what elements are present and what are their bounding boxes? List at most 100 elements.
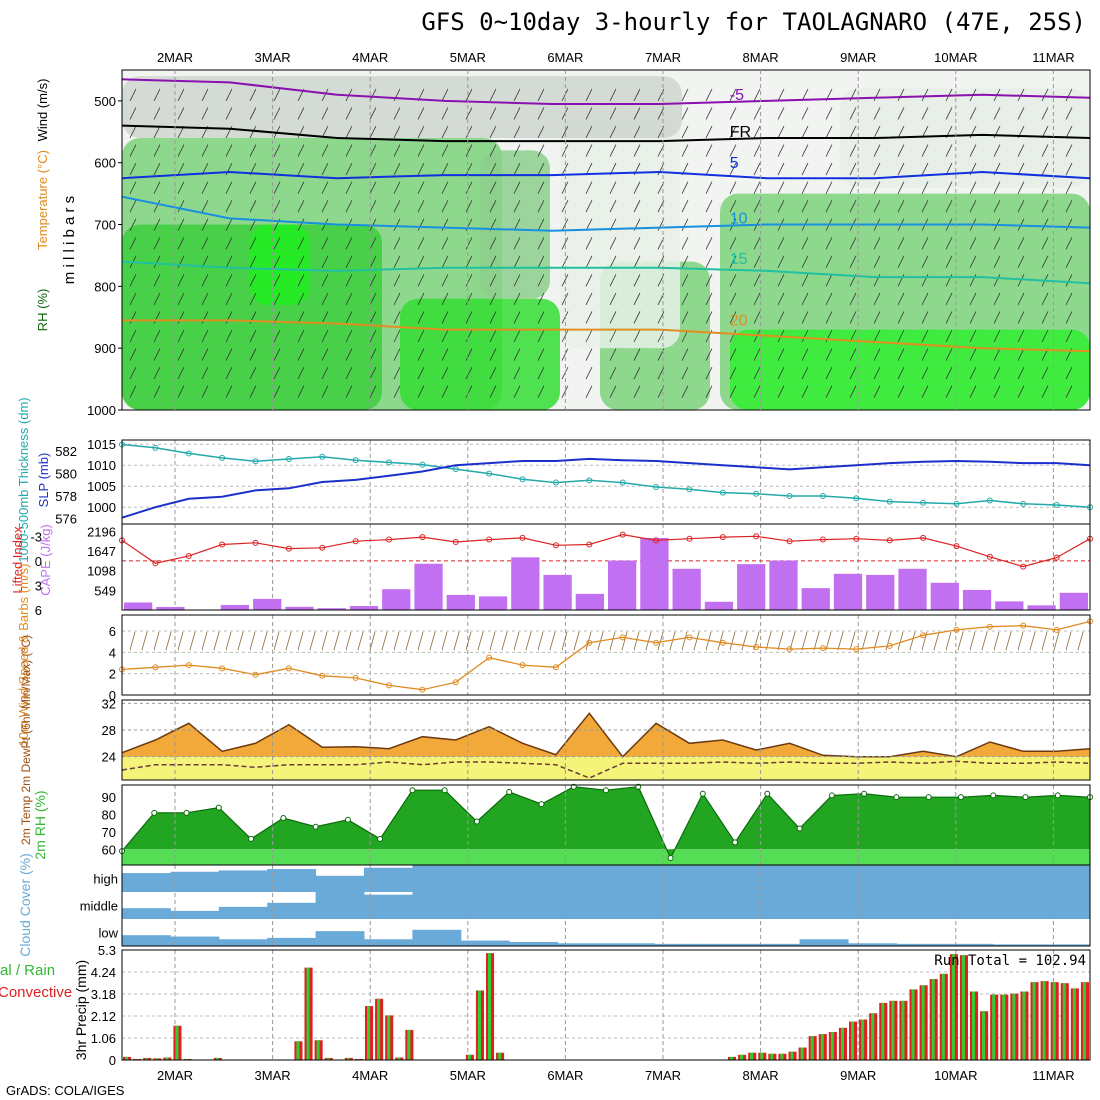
wind-barb [153,162,161,176]
precip-bar-rain [1062,983,1066,1060]
wind10m-barb [357,631,364,651]
wind-barb [609,237,617,250]
precip-bar-rain [407,1029,411,1060]
wind-barb [849,385,857,398]
wind-barb [225,181,233,194]
cloud-frame [121,864,1091,947]
wind-barb [969,329,977,343]
wind-barb [417,366,425,380]
li-point [786,538,793,545]
wind10m-barb [345,631,352,651]
wind-barb [873,200,881,213]
wind-barb [921,200,929,213]
precip-bar-rain [125,1056,129,1060]
cape-bar [414,563,443,610]
wind-barb [489,366,497,380]
wind10m-barb [393,631,400,651]
date-label-top: 9MAR [840,50,876,65]
wind-barb [489,237,497,250]
wind-barb [873,237,881,250]
wind-barb [273,274,281,287]
wind10m-barb [465,631,472,651]
precip-bar-rain [770,1053,774,1060]
wind10m-barb [501,631,508,651]
wind-barb [369,107,377,120]
wind-barb [1041,292,1049,306]
precip-bar-rain [215,1057,219,1060]
wind-barb [225,200,233,213]
wind-barb [537,366,545,380]
wind-barb [1065,218,1073,231]
rh-point [215,804,222,811]
cloud-bar-low [896,943,946,946]
rh-point [764,790,771,797]
wind-barb [873,107,881,120]
wind-barb [921,292,929,306]
wind-barb [345,107,353,120]
precip-bar-rain [145,1057,149,1060]
date-label-bottom: 9MAR [840,1068,876,1083]
wind-barb [393,329,401,343]
wind-barb [321,107,329,120]
wind-barb [321,237,329,250]
wind-barb [609,329,617,343]
wind-barb [537,107,545,120]
wind-ylabel: 10m Wind Speed & Barbs (m/s) [16,564,31,747]
li-point [285,545,292,552]
wind-barb [537,181,545,194]
wind-barb [873,329,881,343]
wind-barb [921,311,929,324]
wind-barb [417,200,425,213]
wind10m-barb [237,631,244,651]
wind-barb [201,144,209,157]
upper-air-frame [121,69,1091,411]
wind-barb [585,292,593,306]
wind-barb [489,88,497,102]
wind-barb [849,255,857,268]
wind-barb [297,329,305,343]
precip-bar-rain [740,1054,744,1060]
wind-barb [681,366,689,380]
wind10m-barb [813,631,820,651]
wind-barb [1041,311,1049,324]
cloud-bar-high [412,865,462,892]
wind-barb [945,237,953,250]
wind-barb [297,218,305,231]
wind-barb [993,311,1001,324]
wind-barb [585,329,593,343]
wind-barb [993,274,1001,287]
wind-barb [633,385,641,398]
precip-tick-label: 5.3 [98,943,116,958]
wind-barb [585,274,593,287]
precip-bar-rain [175,1025,179,1060]
wind-barb [393,311,401,324]
cape-bar [608,560,637,610]
precip-bar-rain [346,1057,350,1060]
wind-barb [753,88,761,102]
wind-barb [777,292,785,306]
wind-barb [537,88,545,102]
thickness-point [1053,501,1060,508]
wind-barb [153,348,161,361]
precip-bar-rain [730,1056,734,1060]
wind-barb [585,366,593,380]
wind-barb [609,366,617,380]
wind-barb [777,200,785,213]
precip-bar-rain [951,954,955,1060]
wind10m-barb [861,631,868,651]
wind-barb [201,348,209,361]
wind-barb [921,181,929,194]
date-label-bottom: 2MAR [157,1068,193,1083]
cloud-bar-high [606,865,655,892]
wind-barb [561,385,569,398]
wind-barb [441,162,449,176]
wind-barb [657,144,665,157]
wind-barb [705,237,713,250]
precip-bar-rain [316,1040,320,1060]
rh-point [603,787,609,794]
wind-barb [897,200,905,213]
wind-barb [585,237,593,250]
wind-barb [513,292,521,306]
wind10m-barb [285,631,292,651]
